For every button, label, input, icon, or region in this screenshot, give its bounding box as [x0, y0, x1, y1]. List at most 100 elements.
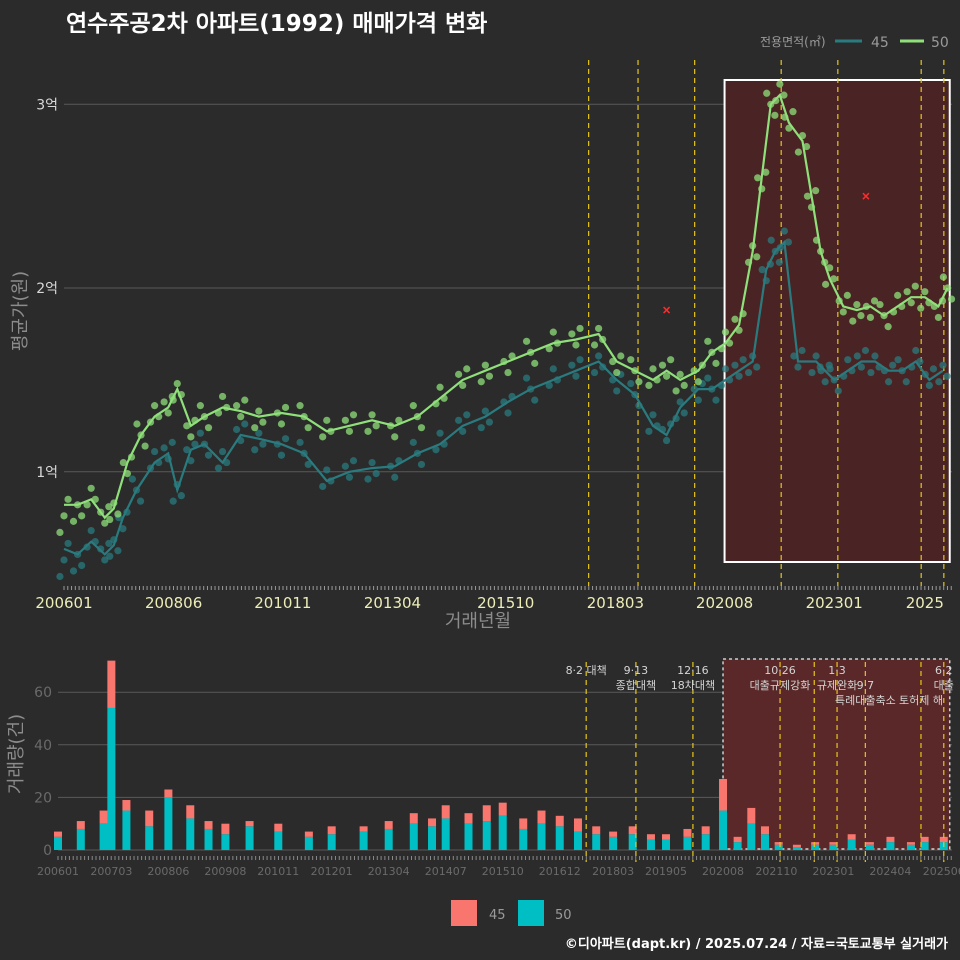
- volume-bar-50: [886, 842, 895, 850]
- price-point-45: [812, 352, 820, 360]
- volume-legend-label-45: 45: [489, 908, 506, 923]
- price-point-45: [136, 497, 145, 505]
- volume-annotation-text: 종합대책: [616, 679, 656, 692]
- volume-bar-45: [498, 802, 507, 816]
- price-xtick-label: 200601: [35, 594, 92, 612]
- price-point-50: [934, 313, 943, 322]
- price-point-50: [694, 378, 702, 386]
- volume-bar-45: [811, 842, 820, 845]
- price-point-45: [368, 458, 376, 467]
- price-legend-title: 전용면적(㎡): [760, 35, 826, 49]
- price-point-45: [56, 572, 64, 581]
- price-point-45: [568, 361, 576, 369]
- price-point-50: [196, 402, 204, 410]
- volume-bar-45: [701, 826, 710, 835]
- volume-annotation-text: 10·26: [764, 664, 796, 677]
- price-point-45: [191, 440, 199, 448]
- volume-bar-45: [304, 831, 313, 837]
- price-point-45: [477, 424, 485, 432]
- volume-bar-45: [719, 778, 728, 811]
- price-point-45: [323, 466, 331, 474]
- volume-annotation-text: 18차대책: [671, 679, 715, 692]
- price-point-45: [545, 381, 553, 390]
- price-point-45: [784, 238, 793, 246]
- price-point-50: [884, 323, 892, 331]
- price-point-50: [754, 174, 762, 182]
- volume-bar-45: [733, 836, 742, 843]
- price-point-50: [903, 288, 911, 296]
- price-point-45: [259, 440, 267, 448]
- price-point-45: [861, 346, 870, 355]
- price-point-50: [590, 341, 599, 349]
- price-point-45: [151, 447, 159, 456]
- volume-annotation-text: 9·7: [857, 679, 875, 692]
- price-point-50: [921, 288, 929, 296]
- volume-bar-45: [760, 826, 769, 835]
- price-point-50: [204, 424, 213, 432]
- price-point-50: [662, 372, 671, 380]
- volume-xtick-label: 200806: [147, 865, 189, 878]
- price-point-50: [255, 407, 263, 415]
- price-point-45: [662, 436, 671, 445]
- price-point-50: [304, 424, 312, 432]
- volume-bar-45: [747, 807, 756, 824]
- volume-bar-45: [274, 823, 283, 832]
- volume-bar-50: [441, 818, 450, 850]
- volume-xtick-label: 202110: [755, 865, 797, 878]
- volume-annotation-text: 8·2 대책: [566, 664, 607, 677]
- price-point-50: [141, 442, 149, 450]
- price-point-45: [844, 356, 852, 364]
- volume-bar-50: [747, 823, 756, 850]
- volume-bar-45: [464, 813, 473, 824]
- volume-bar-45: [384, 821, 393, 829]
- volume-ytick-label: 60: [34, 685, 52, 701]
- price-point-50: [789, 108, 797, 116]
- price-point-50: [812, 187, 820, 195]
- price-point-45: [712, 396, 720, 404]
- volume-bar-45: [122, 800, 131, 811]
- price-point-45: [364, 475, 372, 483]
- price-point-45: [775, 258, 783, 266]
- volume-bar-50: [122, 810, 131, 850]
- price-point-50: [649, 365, 657, 373]
- price-point-45: [504, 409, 512, 417]
- price-point-45: [943, 372, 951, 380]
- price-point-50: [911, 282, 919, 290]
- price-point-45: [572, 372, 580, 380]
- volume-bar-45: [573, 818, 582, 832]
- price-point-45: [196, 429, 204, 437]
- price-point-50: [849, 317, 857, 325]
- price-point-50: [780, 91, 788, 99]
- price-point-45: [735, 372, 743, 380]
- price-point-45: [902, 378, 910, 386]
- price-point-45: [531, 396, 539, 404]
- price-point-45: [925, 381, 933, 390]
- volume-bar-45: [537, 810, 546, 824]
- volume-bar-45: [54, 831, 62, 837]
- price-point-50: [794, 148, 803, 156]
- volume-xtick-label: 201201: [311, 865, 353, 878]
- price-point-45: [114, 547, 122, 555]
- price-point-50: [114, 510, 122, 518]
- volume-bar-50: [683, 836, 692, 850]
- volume-annotation-text: 규제완화: [817, 679, 857, 692]
- volume-bar-50: [829, 844, 838, 850]
- volume-bar-50: [304, 836, 313, 850]
- price-point-50: [857, 311, 865, 320]
- price-point-45: [595, 352, 603, 360]
- price-point-45: [549, 365, 557, 373]
- price-point-50: [323, 416, 331, 424]
- page-title: 연수주공2차 아파트(1992) 매매가격 변화: [66, 11, 488, 37]
- price-point-45: [798, 346, 806, 355]
- price-point-50: [508, 352, 516, 360]
- volume-bar-45: [886, 836, 895, 843]
- price-point-50: [839, 308, 847, 316]
- volume-xtick-label: 202008: [702, 865, 744, 878]
- price-point-50: [105, 503, 113, 511]
- price-ytick-label: 2억: [36, 281, 58, 297]
- volume-bar-45: [76, 821, 85, 829]
- price-point-50: [87, 484, 95, 492]
- price-point-50: [826, 264, 834, 272]
- price-point-50: [907, 299, 915, 307]
